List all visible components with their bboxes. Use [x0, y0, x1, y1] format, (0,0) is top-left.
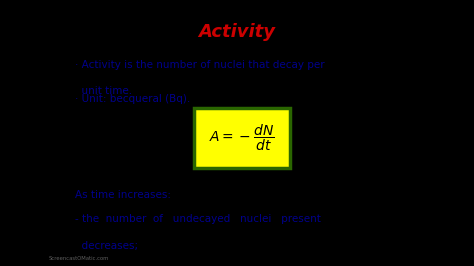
Text: Activity: Activity [199, 23, 275, 41]
FancyBboxPatch shape [194, 108, 290, 168]
Text: $A = -\dfrac{dN}{dt}$: $A = -\dfrac{dN}{dt}$ [210, 122, 275, 153]
Text: unit time.: unit time. [75, 86, 132, 97]
Text: decreases;: decreases; [75, 241, 138, 251]
Text: - the  number  of   undecayed   nuclei   present: - the number of undecayed nuclei present [75, 214, 321, 224]
Text: As time increases:: As time increases: [75, 190, 171, 200]
Text: · Unit: becqueral (Bq).: · Unit: becqueral (Bq). [75, 94, 191, 105]
Text: · Activity is the number of nuclei that decay per: · Activity is the number of nuclei that … [75, 60, 325, 70]
Text: ScreencastOMatic.com: ScreencastOMatic.com [49, 256, 109, 261]
